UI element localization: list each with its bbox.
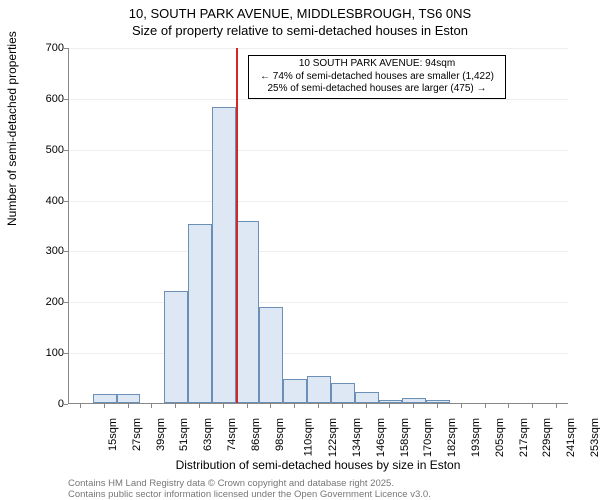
xtick-label: 253sqm (589, 418, 600, 457)
xtick-mark (223, 404, 224, 408)
ytick-label: 400 (28, 195, 64, 207)
y-axis-label: Number of semi-detached properties (5, 31, 19, 226)
gridline (69, 353, 568, 354)
xtick-mark (247, 404, 248, 408)
xtick-mark (104, 404, 105, 408)
xtick-label: 170sqm (423, 418, 435, 457)
gridline (69, 302, 568, 303)
callout-line1: 10 SOUTH PARK AVENUE: 94sqm (253, 58, 501, 71)
ytick-label: 300 (28, 245, 64, 257)
xtick-mark (556, 404, 557, 408)
xtick-label: 182sqm (446, 418, 458, 457)
xtick-label: 51sqm (178, 418, 190, 451)
xtick-label: 193sqm (470, 418, 482, 457)
xtick-mark (318, 404, 319, 408)
xtick-mark (80, 404, 81, 408)
xtick-mark (175, 404, 176, 408)
ytick-label: 500 (28, 144, 64, 156)
x-axis-label: Distribution of semi-detached houses by … (68, 458, 568, 472)
xtick-mark (532, 404, 533, 408)
gridline (69, 201, 568, 202)
chart-title-line2: Size of property relative to semi-detach… (0, 21, 600, 38)
xtick-label: 110sqm (303, 418, 315, 456)
gridline (69, 150, 568, 151)
xtick-mark (461, 404, 462, 408)
histogram-bar (402, 398, 426, 403)
ytick-label: 600 (28, 93, 64, 105)
callout-line2: ← 74% of semi-detached houses are smalle… (253, 71, 501, 84)
histogram-bar (307, 376, 331, 403)
xtick-label: 229sqm (542, 418, 554, 457)
plot-area (68, 48, 568, 404)
histogram-bar (188, 224, 212, 403)
xtick-label: 74sqm (226, 418, 238, 451)
xtick-label: 27sqm (131, 418, 143, 451)
ytick-label: 700 (28, 42, 64, 54)
histogram-bar (331, 383, 355, 403)
histogram-bar (355, 392, 379, 403)
gridline (69, 48, 568, 49)
xtick-mark (366, 404, 367, 408)
ytick-mark (64, 404, 68, 405)
footer-line1: Contains HM Land Registry data © Crown c… (68, 478, 394, 489)
xtick-label: 15sqm (107, 418, 119, 451)
xtick-label: 122sqm (327, 418, 339, 457)
xtick-mark (485, 404, 486, 408)
callout-line3: 25% of semi-detached houses are larger (… (253, 83, 501, 96)
xtick-label: 63sqm (202, 418, 214, 451)
xtick-label: 158sqm (399, 418, 411, 457)
xtick-mark (294, 404, 295, 408)
xtick-mark (151, 404, 152, 408)
ytick-label: 200 (28, 296, 64, 308)
histogram-bar (236, 221, 260, 403)
callout-box: 10 SOUTH PARK AVENUE: 94sqm ← 74% of sem… (248, 55, 506, 99)
histogram-bar (283, 379, 307, 403)
chart-container: 10, SOUTH PARK AVENUE, MIDDLESBROUGH, TS… (0, 0, 600, 500)
xtick-mark (128, 404, 129, 408)
xtick-mark (270, 404, 271, 408)
histogram-bar (259, 307, 283, 403)
histogram-bar (164, 291, 188, 403)
xtick-mark (389, 404, 390, 408)
xtick-label: 217sqm (518, 418, 530, 457)
xtick-mark (437, 404, 438, 408)
xtick-mark (413, 404, 414, 408)
xtick-mark (199, 404, 200, 408)
xtick-label: 146sqm (375, 418, 387, 457)
ytick-label: 100 (28, 347, 64, 359)
xtick-mark (508, 404, 509, 408)
chart-title-line1: 10, SOUTH PARK AVENUE, MIDDLESBROUGH, TS… (0, 0, 600, 21)
histogram-bar (212, 107, 236, 403)
xtick-label: 98sqm (274, 418, 286, 451)
xtick-mark (342, 404, 343, 408)
xtick-label: 134sqm (351, 418, 363, 457)
histogram-bar (117, 394, 141, 403)
reference-vline (236, 48, 238, 403)
histogram-bar (379, 400, 403, 403)
gridline (69, 99, 568, 100)
histogram-bar (426, 400, 450, 403)
footer-line2: Contains public sector information licen… (68, 489, 431, 500)
xtick-label: 205sqm (494, 418, 506, 457)
xtick-label: 241sqm (565, 418, 577, 457)
histogram-bar (93, 394, 117, 403)
xtick-label: 86sqm (250, 418, 262, 451)
ytick-label: 0 (28, 398, 64, 410)
xtick-label: 39sqm (155, 418, 167, 451)
gridline (69, 251, 568, 252)
